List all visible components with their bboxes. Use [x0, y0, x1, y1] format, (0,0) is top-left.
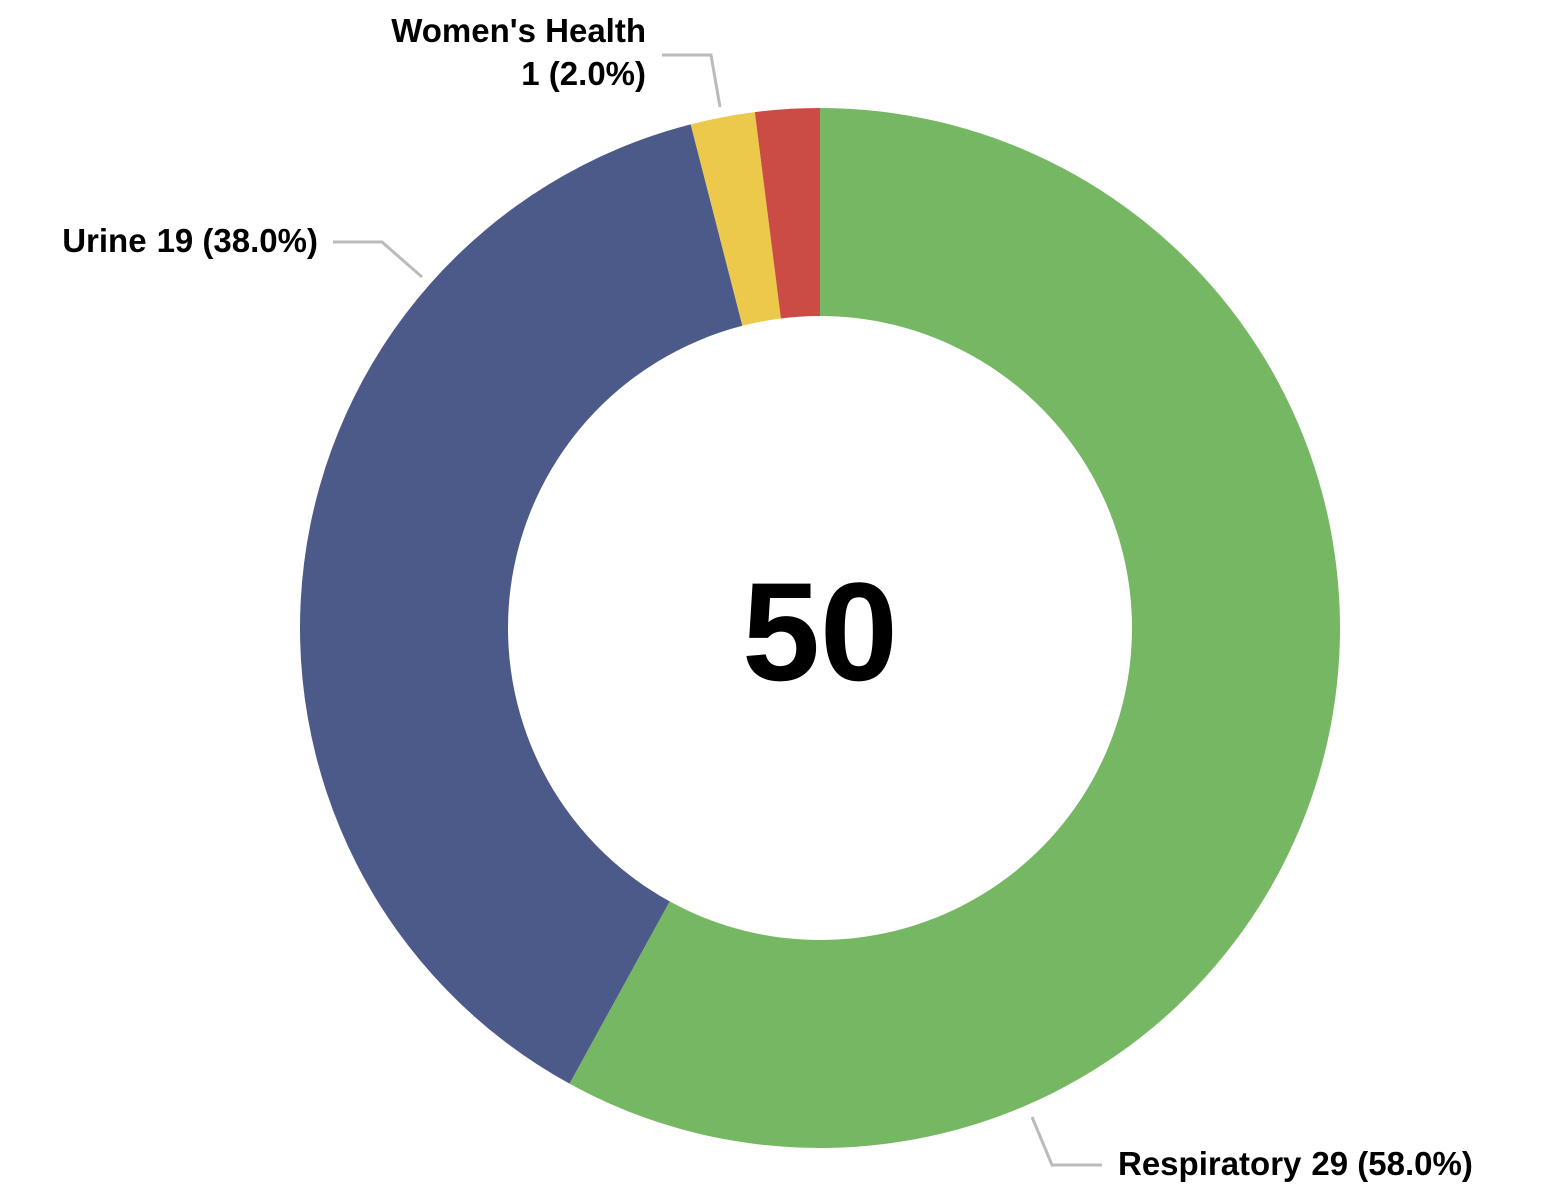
data-label: Women's Health 1 (2.0%): [391, 12, 646, 92]
leader-line: [1030, 1116, 1102, 1167]
label-value: 29 (58.0%): [1311, 1145, 1472, 1182]
data-label: Urine 19 (38.0%): [62, 222, 318, 259]
donut-slice: [690, 112, 781, 326]
center-total: 50: [742, 553, 898, 710]
donut-slice: [569, 108, 1340, 1148]
leader-line: [662, 53, 722, 108]
label-category: Respiratory: [1118, 1145, 1302, 1182]
label-category: Women's Health: [391, 12, 646, 49]
label-value: 19 (38.0%): [157, 222, 318, 259]
donut-slice: [300, 124, 743, 1084]
data-label: Respiratory 29 (58.0%): [1118, 1145, 1473, 1182]
label-value: 1 (2.0%): [521, 55, 646, 92]
donut-slice: [754, 108, 820, 319]
label-category: Urine: [62, 222, 146, 259]
leader-line: [333, 240, 423, 279]
